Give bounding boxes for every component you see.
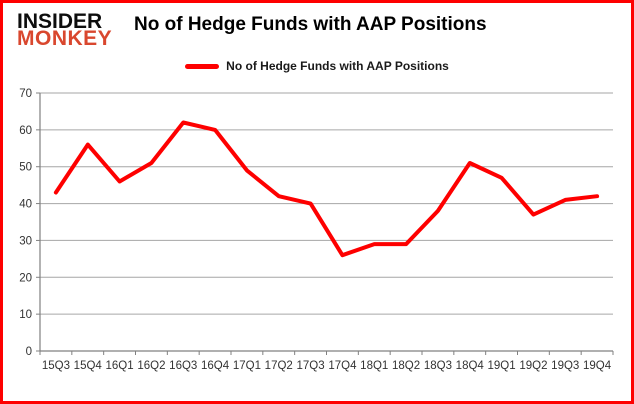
x-axis-label: 16Q4 [201, 360, 230, 372]
x-axis-label: 16Q3 [169, 360, 197, 372]
y-axis-label: 70 [19, 88, 32, 100]
x-axis-label: 19Q3 [551, 360, 579, 372]
y-axis-label: 30 [19, 235, 32, 247]
x-axis-label: 17Q3 [297, 360, 325, 372]
x-axis-label: 16Q1 [106, 360, 134, 372]
x-axis-label: 19Q1 [488, 360, 516, 372]
logo-word-monkey: MONKEY [17, 27, 113, 51]
x-axis-label: 17Q4 [328, 360, 357, 372]
legend: No of Hedge Funds with AAP Positions [3, 59, 631, 73]
chart-title: No of Hedge Funds with AAP Positions [134, 14, 487, 35]
x-axis-label: 15Q4 [74, 360, 103, 372]
y-axis-label: 60 [19, 125, 32, 137]
x-axis-label: 17Q1 [233, 360, 261, 372]
legend-label: No of Hedge Funds with AAP Positions [226, 59, 449, 73]
y-axis-label: 40 [19, 199, 32, 211]
y-axis-label: 50 [19, 162, 32, 174]
y-axis-label: 10 [19, 309, 32, 321]
x-axis-label: 18Q4 [456, 360, 485, 372]
x-axis-label: 16Q2 [137, 360, 165, 372]
x-axis-label: 18Q3 [424, 360, 452, 372]
y-axis-label: 20 [19, 272, 32, 284]
x-axis-label: 15Q3 [42, 360, 70, 372]
y-axis-label: 0 [26, 346, 32, 358]
insider-monkey-logo: INSIDER MONKEY [17, 10, 127, 51]
series-line [53, 120, 600, 258]
logo-word-insider: INSIDER [17, 10, 103, 33]
x-axis-label: 19Q4 [583, 360, 612, 372]
x-axis-label: 18Q1 [360, 360, 388, 372]
legend-line-swatch [185, 63, 220, 69]
x-axis-label: 17Q2 [265, 360, 293, 372]
x-axis-label: 18Q2 [392, 360, 420, 372]
x-axis-label: 19Q2 [519, 360, 547, 372]
